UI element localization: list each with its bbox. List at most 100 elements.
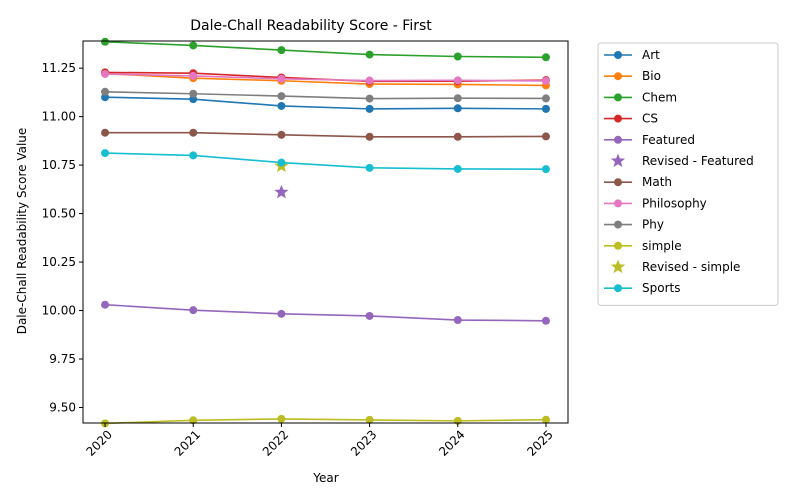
- legend-label: Phy: [642, 218, 664, 232]
- y-tick-label: 10.50: [42, 207, 76, 221]
- series-line: [105, 91, 546, 100]
- legend-marker: [614, 178, 622, 187]
- data-point: [189, 41, 198, 50]
- series-line: [105, 72, 546, 87]
- chart-title: Dale-Chall Readability Score - First: [190, 18, 432, 34]
- y-tick-label: 9.75: [49, 352, 76, 366]
- legend-entry: CS: [604, 112, 658, 126]
- series-6: [101, 128, 550, 141]
- legend-entry: Revised - Featured: [610, 153, 754, 168]
- data-point: [277, 309, 286, 318]
- legend-marker: [614, 114, 622, 123]
- data-point: [189, 416, 198, 425]
- data-point: [453, 164, 462, 173]
- data-point: [365, 163, 374, 172]
- series-4: [101, 300, 550, 325]
- y-tick-label: 10.25: [42, 255, 76, 269]
- series-line: [105, 303, 546, 322]
- data-point: [365, 311, 374, 320]
- x-tick-label: 2020: [83, 427, 114, 458]
- series-line: [105, 418, 546, 425]
- legend-entry: Sports: [604, 281, 680, 295]
- series-2: [101, 37, 550, 62]
- data-point: [541, 132, 550, 141]
- legend-box: [597, 42, 779, 306]
- plot-frame: [82, 40, 569, 424]
- plot-area: [82, 37, 569, 428]
- legend-marker: [614, 199, 622, 208]
- legend-label: Revised - simple: [642, 260, 740, 274]
- data-point: [541, 76, 550, 85]
- series-11: [101, 149, 550, 174]
- data-point: [189, 89, 198, 98]
- data-point: [277, 130, 286, 139]
- data-point: [365, 76, 374, 85]
- y-tick-label: 10.75: [42, 158, 76, 172]
- data-point: [189, 151, 198, 160]
- series-line: [105, 131, 546, 138]
- legend-label: CS: [642, 112, 658, 126]
- legend-entry: Math: [604, 175, 672, 189]
- data-point: [365, 132, 374, 141]
- legend-label: Featured: [642, 133, 695, 147]
- legend-label: Math: [642, 175, 672, 189]
- legend-star-marker: [610, 153, 626, 168]
- series-5: [274, 184, 289, 199]
- data-point: [101, 300, 110, 309]
- data-point: [453, 316, 462, 325]
- data-point: [365, 94, 374, 103]
- data-point: [541, 316, 550, 325]
- data-point: [453, 104, 462, 113]
- x-tick-label: 2025: [524, 427, 555, 458]
- legend-marker: [614, 93, 622, 102]
- series-7: [101, 69, 550, 85]
- series-9: [101, 414, 550, 428]
- data-point: [101, 37, 110, 46]
- data-point: [189, 71, 198, 80]
- data-point: [453, 94, 462, 103]
- series-line: [105, 40, 546, 59]
- series-8: [101, 87, 550, 103]
- data-point: [277, 158, 286, 167]
- data-point: [101, 128, 110, 137]
- legend-entry: Revised - simple: [610, 259, 740, 274]
- data-point: [277, 74, 286, 83]
- legend-label: Revised - Featured: [642, 154, 754, 168]
- legend-label: Art: [642, 48, 660, 62]
- data-point: [541, 104, 550, 113]
- x-tick-label: 2021: [172, 427, 203, 458]
- series-line: [105, 152, 546, 170]
- data-point: [101, 69, 110, 78]
- legend-star-marker: [610, 259, 626, 274]
- legend-label: Chem: [642, 90, 677, 104]
- legend-entry: Chem: [604, 90, 677, 104]
- x-axis: 2020 2021 2022 2023 2024 2025: [83, 423, 556, 459]
- legend-label: Bio: [642, 69, 661, 83]
- legend-entry: Phy: [604, 218, 664, 232]
- legend-marker: [614, 51, 622, 59]
- data-point: [365, 415, 374, 424]
- legend-label: simple: [642, 239, 682, 253]
- y-tick-label: 11.00: [42, 110, 76, 124]
- data-point: [453, 132, 462, 141]
- x-tick-label: 2023: [348, 427, 379, 458]
- legend-marker: [614, 72, 622, 81]
- legend-entry: Art: [604, 48, 660, 62]
- y-tick-label: 10.00: [42, 304, 76, 318]
- data-point: [189, 306, 198, 315]
- revised-point: [274, 184, 289, 199]
- series-line: [105, 73, 546, 82]
- data-point: [101, 149, 110, 158]
- legend-marker: [614, 284, 622, 293]
- legend-entry: simple: [604, 239, 682, 253]
- series-0: [101, 93, 550, 113]
- data-point: [101, 87, 110, 96]
- data-point: [541, 94, 550, 103]
- data-point: [541, 415, 550, 424]
- data-point: [453, 76, 462, 85]
- series-line: [105, 96, 546, 110]
- legend-marker: [614, 135, 622, 144]
- data-point: [541, 165, 550, 174]
- legend-label: Sports: [642, 281, 680, 295]
